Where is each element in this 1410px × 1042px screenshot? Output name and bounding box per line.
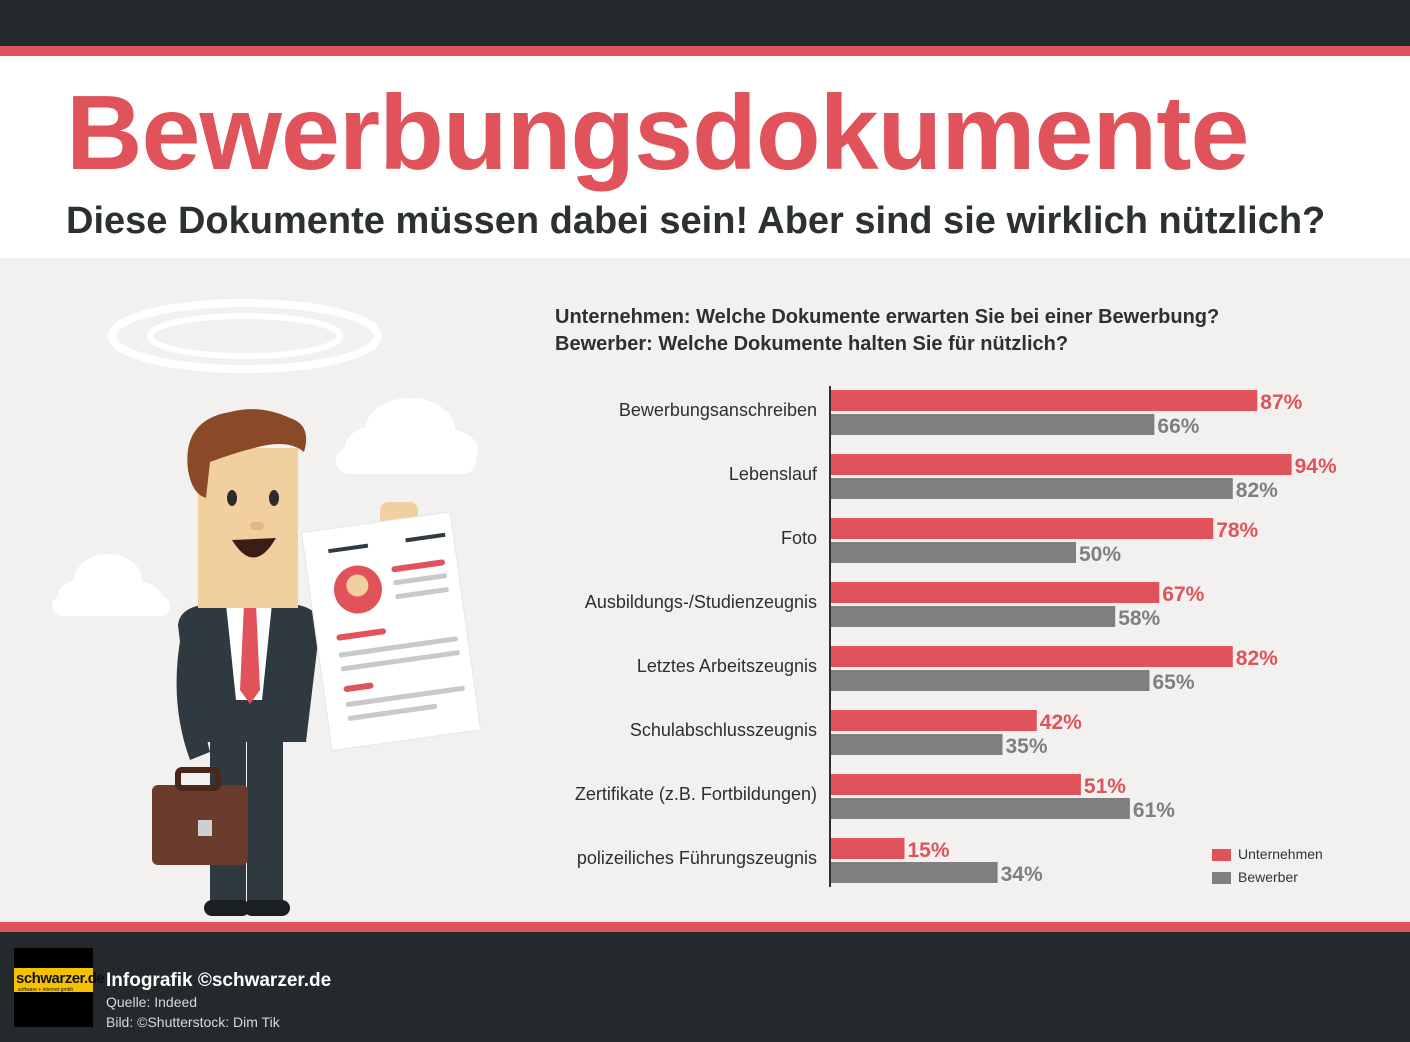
- legend-swatch-unternehmen: [1212, 849, 1231, 861]
- category-label: Bewerbungsanschreiben: [619, 400, 817, 420]
- question-companies: Unternehmen: Welche Dokumente erwarten S…: [555, 306, 1220, 328]
- data-label-unternehmen: 87%: [1260, 391, 1302, 414]
- data-label-unternehmen: 15%: [908, 839, 950, 862]
- data-label-bewerber: 65%: [1153, 671, 1195, 694]
- bar-unternehmen: [831, 774, 1081, 795]
- legend-label-unternehmen: Unternehmen: [1238, 846, 1323, 862]
- top-bar: [0, 0, 1410, 46]
- bar-unternehmen: [831, 710, 1037, 731]
- bar-bewerber: [831, 734, 1003, 755]
- hair: [187, 409, 307, 498]
- head: [198, 448, 298, 608]
- question-applicants: Bewerber: Welche Dokumente halten Sie fü…: [555, 333, 1069, 355]
- infographic-credit: Infografik ©schwarzer.de: [106, 970, 332, 991]
- bar-unternehmen: [831, 390, 1258, 411]
- halo-inner: [147, 313, 343, 359]
- data-label-unternehmen: 78%: [1216, 519, 1258, 542]
- data-label-unternehmen: 82%: [1236, 647, 1278, 670]
- category-label: polizeiliches Führungszeugnis: [577, 848, 817, 868]
- category-label: Letztes Arbeitszeugnis: [637, 656, 817, 676]
- bar-unternehmen: [831, 518, 1214, 539]
- page-title: Bewerbungsdokumente: [66, 74, 1250, 192]
- bar-bewerber: [831, 478, 1233, 499]
- logo-subtext: software + internet gmbh: [18, 987, 74, 993]
- tie: [240, 604, 260, 704]
- bar-bewerber: [831, 862, 998, 883]
- bottom-accent-stripe: [0, 922, 1410, 932]
- leg-right: [247, 740, 283, 912]
- cloud-left: [52, 554, 170, 616]
- data-label-bewerber: 35%: [1006, 735, 1048, 758]
- data-label-unternehmen: 94%: [1295, 455, 1337, 478]
- data-label-unternehmen: 51%: [1084, 775, 1126, 798]
- bar-unternehmen: [831, 454, 1292, 475]
- bar-bewerber: [831, 606, 1116, 627]
- cloud-right: [336, 398, 478, 474]
- category-label: Ausbildungs-/Studienzeugnis: [585, 592, 817, 612]
- data-label-bewerber: 82%: [1236, 479, 1278, 502]
- bar-bewerber: [831, 414, 1155, 435]
- logo-text: schwarzer.de: [16, 970, 105, 987]
- bar-bewerber: [831, 670, 1150, 691]
- halo-outer: [108, 299, 382, 373]
- resume-document: [300, 511, 482, 752]
- businessman-illustration: [52, 299, 482, 916]
- bar-unternehmen: [831, 646, 1233, 667]
- data-label-bewerber: 66%: [1157, 415, 1199, 438]
- top-accent-stripe: [0, 46, 1410, 56]
- category-label: Lebenslauf: [729, 464, 818, 484]
- footer: [0, 932, 1410, 1042]
- legend-swatch-bewerber: [1212, 872, 1231, 884]
- category-label: Foto: [781, 528, 817, 548]
- category-label: Schulabschlusszeugnis: [630, 720, 817, 740]
- data-label-bewerber: 50%: [1079, 543, 1121, 566]
- company-logo: schwarzer.de software + internet gmbh: [14, 948, 105, 1027]
- data-label-unternehmen: 67%: [1162, 583, 1204, 606]
- bar-unternehmen: [831, 838, 905, 859]
- page-subtitle: Diese Dokumente müssen dabei sein! Aber …: [66, 200, 1326, 242]
- bar-bewerber: [831, 542, 1076, 563]
- category-label: Zertifikate (z.B. Fortbildungen): [575, 784, 817, 804]
- source-credit: Quelle: Indeed: [106, 994, 198, 1010]
- data-label-bewerber: 61%: [1133, 799, 1175, 822]
- bar-unternehmen: [831, 582, 1160, 603]
- data-label-bewerber: 34%: [1001, 863, 1043, 886]
- legend-label-bewerber: Bewerber: [1238, 869, 1298, 885]
- image-credit: Bild: ©Shutterstock: Dim Tik: [106, 1014, 280, 1030]
- bar-bewerber: [831, 798, 1130, 819]
- data-label-bewerber: 58%: [1118, 607, 1160, 630]
- data-label-unternehmen: 42%: [1040, 711, 1082, 734]
